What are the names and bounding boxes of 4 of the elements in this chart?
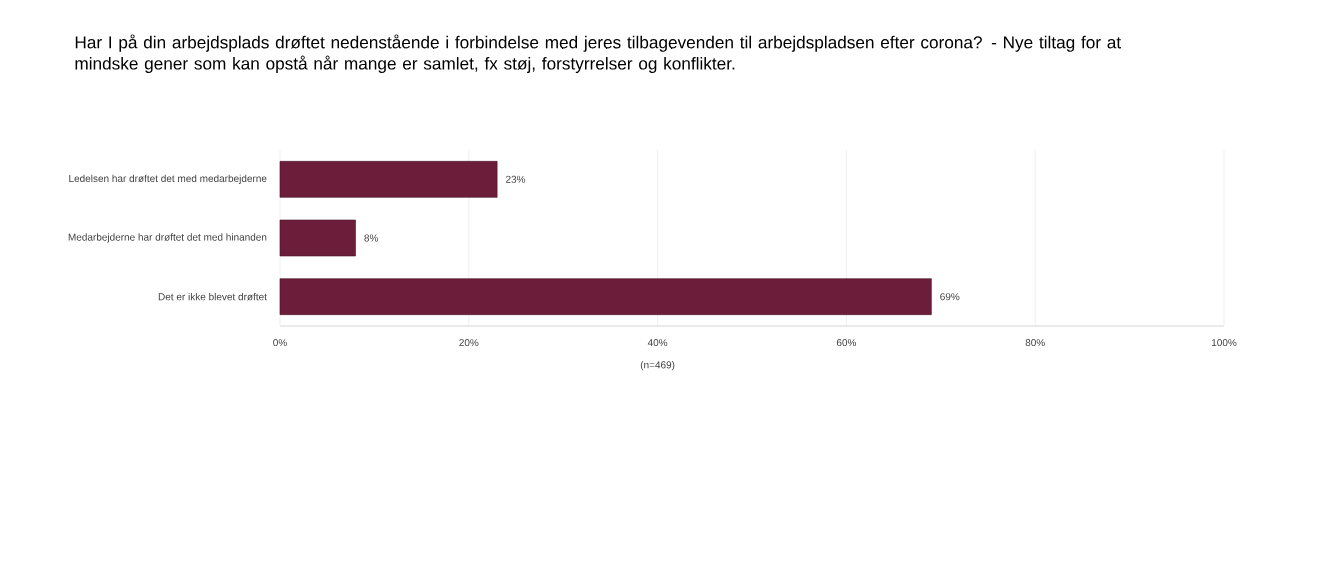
bar	[279, 219, 356, 257]
bar	[279, 278, 932, 315]
chart-title: Har I på din arbejdsplads drøftet nedenstående i forbindelse med jeres tilbagevenden til arbejdspladsen efter corona? - Nye tiltag for at mindske gener som kan opstå når mange er samlet, fx støj, forstyrrelser og konflikter.	[75, 34, 1121, 74]
bar	[279, 161, 498, 198]
